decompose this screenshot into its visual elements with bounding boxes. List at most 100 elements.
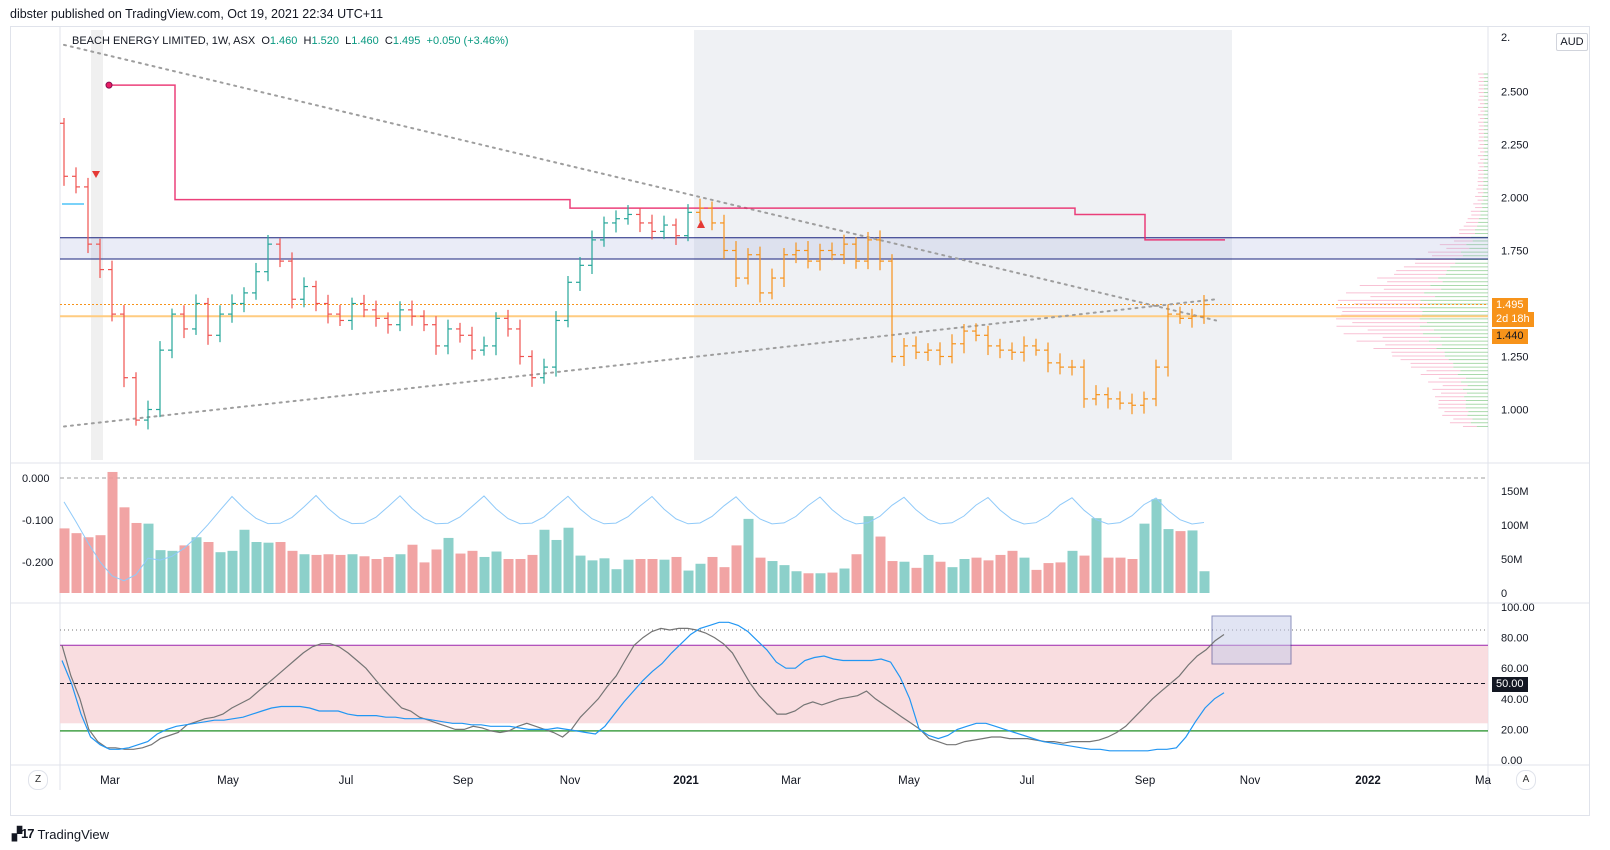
time-axis-label: 2022 bbox=[1355, 775, 1381, 787]
trendline bbox=[63, 298, 1217, 428]
volume-bar bbox=[383, 556, 394, 593]
low-value: 1.460 bbox=[351, 35, 379, 47]
volume-bar bbox=[59, 528, 70, 593]
zoom-right-button[interactable]: A bbox=[1516, 770, 1536, 790]
volume-bar bbox=[347, 554, 358, 593]
volume-bar bbox=[287, 550, 298, 593]
countdown-tag: 2d 18h bbox=[1492, 312, 1534, 327]
currency-button[interactable]: AUD bbox=[1556, 33, 1588, 51]
time-axis-label: Jul bbox=[1020, 775, 1035, 787]
rsi-axis-label: 60.00 bbox=[1501, 663, 1529, 675]
sell-signal-marker bbox=[92, 171, 100, 178]
volume-bar bbox=[683, 570, 694, 593]
rsi-axis-label: 0.00 bbox=[1501, 755, 1522, 767]
brand-footer: ▞17 TradingView bbox=[12, 826, 109, 842]
volume-bar bbox=[371, 559, 382, 593]
rsi-axis-label: 20.00 bbox=[1501, 724, 1529, 736]
price-axis-label: 1.000 bbox=[1501, 405, 1529, 417]
time-axis-label: Nov bbox=[560, 775, 581, 787]
volume-bar bbox=[323, 554, 334, 593]
time-axis-label: May bbox=[898, 775, 920, 787]
level-price-tag: 1.440 bbox=[1492, 329, 1528, 344]
session-shade bbox=[694, 30, 1232, 460]
volume-bar bbox=[455, 553, 466, 593]
volume-bar bbox=[911, 567, 922, 593]
time-axis-label: 2021 bbox=[673, 775, 699, 787]
close-value: 1.495 bbox=[392, 35, 421, 47]
volume-axis-label: 50M bbox=[1501, 554, 1522, 566]
low-label: L bbox=[345, 35, 352, 47]
volume-bar bbox=[1091, 518, 1102, 593]
volume-bar bbox=[1103, 557, 1114, 593]
volume-bar bbox=[251, 542, 262, 593]
high-label: H bbox=[303, 35, 312, 47]
volume-bar bbox=[503, 559, 514, 593]
price-axis-label: 2.250 bbox=[1501, 140, 1529, 152]
volume-bar bbox=[539, 529, 550, 593]
stop-line bbox=[109, 84, 1225, 241]
volume-bar bbox=[923, 554, 934, 593]
volume-bar bbox=[755, 557, 766, 593]
volume-bar bbox=[1019, 557, 1030, 593]
volume-bar bbox=[719, 567, 730, 593]
trendline bbox=[63, 43, 1217, 322]
volume-bar bbox=[551, 539, 562, 593]
volume-bar bbox=[359, 556, 370, 593]
volume-bar bbox=[491, 551, 502, 593]
volume-bar bbox=[1067, 550, 1078, 593]
volume-axis-label: 150M bbox=[1501, 486, 1529, 498]
volume-bar bbox=[887, 561, 898, 593]
volume-bar bbox=[623, 559, 634, 593]
volume-bar bbox=[707, 556, 718, 593]
volume-bar bbox=[1043, 563, 1054, 593]
volume-bar bbox=[563, 527, 574, 593]
rsi-axis-label: 40.00 bbox=[1501, 694, 1529, 706]
volume-bar bbox=[95, 535, 106, 593]
volume-bar bbox=[1127, 559, 1138, 593]
time-axis-label: Ma bbox=[1475, 775, 1492, 787]
published-caption: dibster published on TradingView.com, Oc… bbox=[10, 7, 384, 21]
session-shade bbox=[91, 30, 103, 460]
volume-bar bbox=[299, 554, 310, 593]
volume-bar bbox=[947, 567, 958, 593]
volume-bar bbox=[407, 544, 418, 593]
oscillator-axis-label: -0.100 bbox=[22, 515, 53, 527]
volume-bar bbox=[443, 537, 454, 593]
volume-bar bbox=[1151, 499, 1162, 593]
volume-bar bbox=[515, 559, 526, 593]
price-axis-label: 2. bbox=[1501, 32, 1510, 44]
volume-bar bbox=[311, 554, 322, 593]
symbol-legend: BEACH ENERGY LIMITED, 1W, ASX O1.460 H1.… bbox=[72, 35, 508, 47]
volume-bar bbox=[875, 536, 886, 593]
volume-bar bbox=[395, 554, 406, 593]
oscillator-axis-label: -0.200 bbox=[22, 557, 53, 569]
volume-bar bbox=[1175, 531, 1186, 593]
volume-bar bbox=[1115, 557, 1126, 593]
volume-bar bbox=[695, 563, 706, 593]
volume-bar bbox=[671, 556, 682, 593]
volume-bar bbox=[107, 471, 118, 593]
volume-bar bbox=[479, 556, 490, 593]
resistance-zone bbox=[60, 237, 1488, 259]
volume-bar bbox=[983, 560, 994, 593]
volume-bar bbox=[647, 559, 658, 593]
oscillator-line bbox=[63, 494, 1205, 582]
volume-bar bbox=[263, 542, 274, 593]
symbol-title: BEACH ENERGY LIMITED, 1W, ASX bbox=[72, 35, 256, 47]
zoom-left-button[interactable]: Z bbox=[28, 770, 48, 790]
close-label: C bbox=[384, 35, 393, 47]
volume-bar bbox=[71, 533, 82, 593]
volume-bar bbox=[743, 518, 754, 593]
volume-bar bbox=[335, 554, 346, 593]
volume-bar bbox=[191, 537, 202, 593]
volume-bar bbox=[1163, 529, 1174, 593]
time-axis-label: May bbox=[217, 775, 239, 787]
rsi-series-line bbox=[61, 621, 1225, 752]
volume-bar bbox=[1079, 555, 1090, 593]
volume-bar bbox=[419, 562, 430, 593]
volume-bar bbox=[635, 559, 646, 593]
volume-bar bbox=[179, 545, 190, 593]
time-axis-label: Sep bbox=[1135, 775, 1155, 787]
volume-bar bbox=[575, 555, 586, 593]
